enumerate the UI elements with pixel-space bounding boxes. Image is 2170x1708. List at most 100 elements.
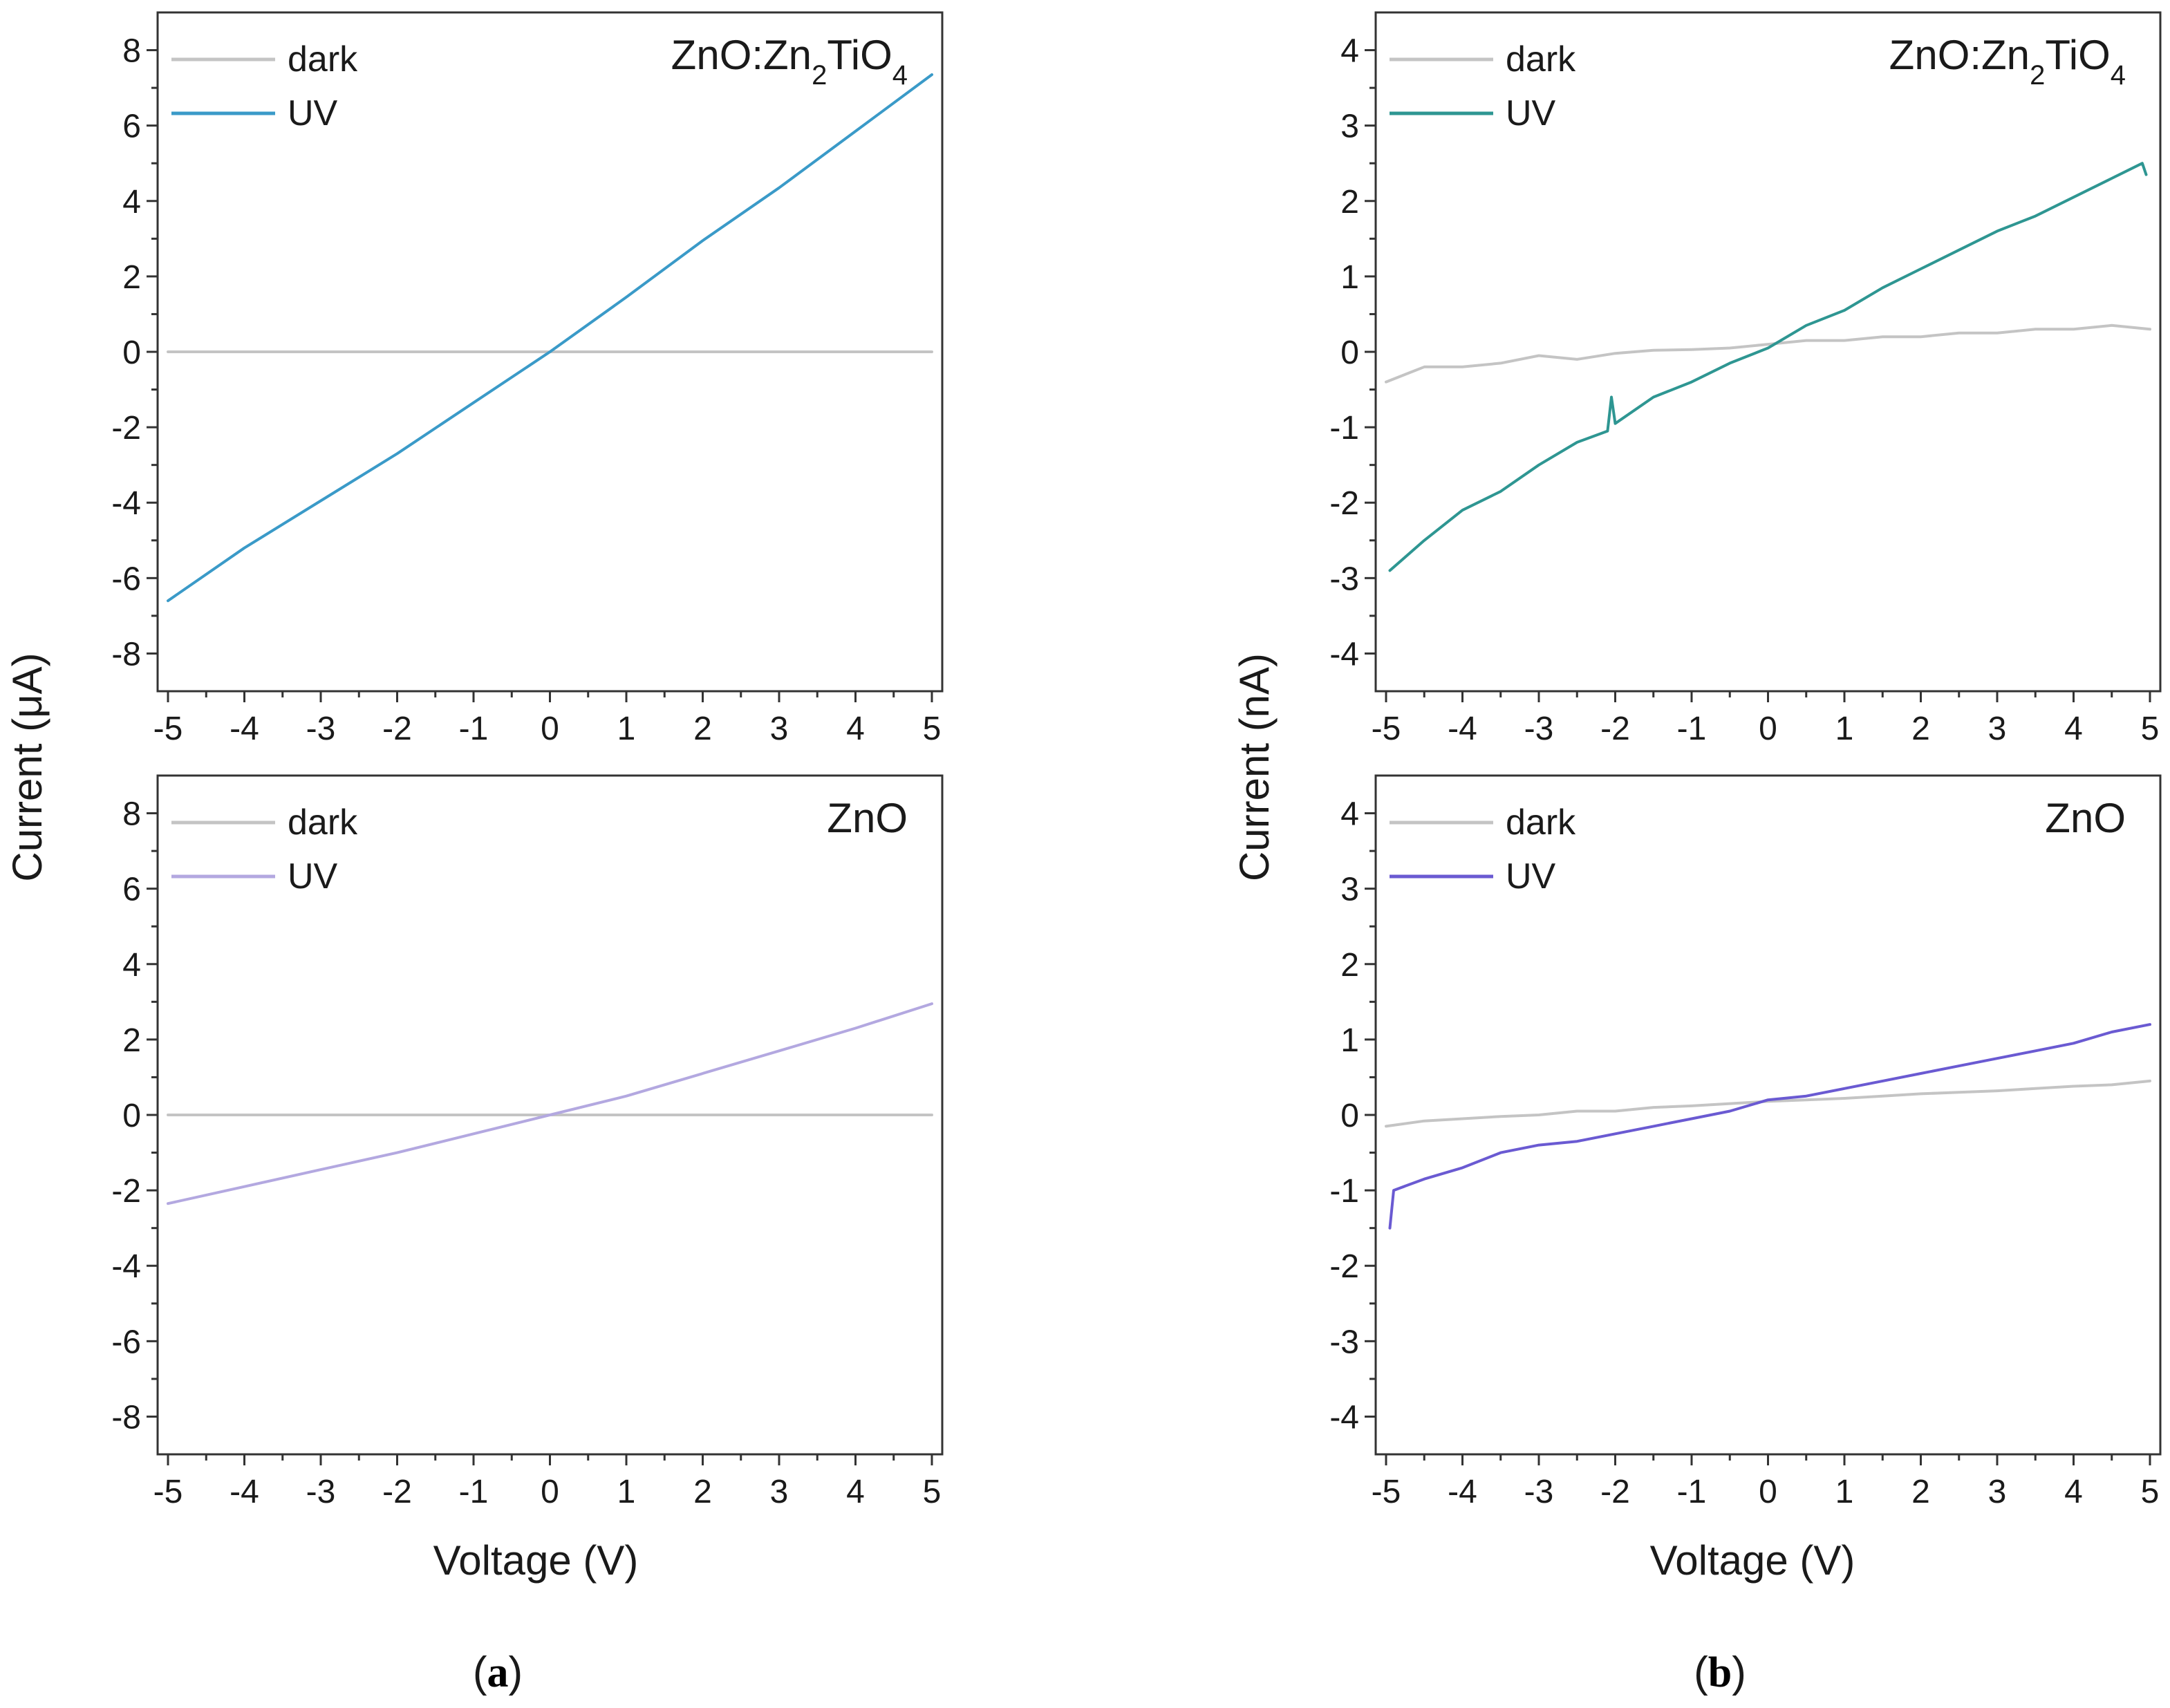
x-tick-label: 0 — [541, 1474, 559, 1510]
x-tick-label: 5 — [923, 1474, 942, 1510]
x-tick-label: -3 — [1524, 711, 1554, 747]
legend-label-dark: dark — [288, 39, 358, 79]
legend-label-uv: UV — [1506, 856, 1556, 897]
plot-frame — [1374, 774, 2162, 1456]
y-tick-label: 2 — [1340, 947, 1359, 984]
x-tick-label: -2 — [1600, 1474, 1630, 1510]
x-tick-label: -4 — [230, 1474, 259, 1510]
y-tick-label: 3 — [1340, 109, 1359, 145]
y-tick-label: 0 — [1340, 335, 1359, 371]
y-tick-label: -6 — [111, 561, 141, 597]
x-tick-label: 4 — [846, 1474, 865, 1510]
y-tick-label: 6 — [122, 872, 141, 908]
legend-label-dark: dark — [1506, 803, 1576, 843]
x-tick-label: 3 — [770, 711, 789, 747]
sample-annotation: ZnO:Zn2TiO4 — [1889, 32, 2126, 91]
y-tick-label: 0 — [122, 1098, 141, 1134]
plot-frame — [1374, 11, 2162, 693]
y-tick-label: 1 — [1340, 1022, 1359, 1059]
x-tick-label: -5 — [1372, 711, 1401, 747]
chart-b-bottom: -5 -4 -3 -2 -1 0 1 2 3 4 5 -4 -3 -2 -1 0 1 2 3 4 dark UV ZnO — [1329, 774, 2162, 1510]
y-axis-label-right: Current (nA) — [1231, 653, 1278, 881]
x-tick-label: -3 — [306, 1474, 336, 1510]
y-axis-label-left: Current (μA) — [4, 653, 50, 881]
y-tick-label: 6 — [122, 109, 141, 145]
x-tick-label: 3 — [1988, 711, 2007, 747]
x-tick-label: 2 — [1911, 1474, 1930, 1510]
legend-label-uv: UV — [288, 856, 338, 897]
y-tick-label: -2 — [1329, 1248, 1359, 1285]
y-tick-label: -6 — [111, 1324, 141, 1360]
y-tick-label: 8 — [122, 796, 141, 833]
y-tick-label: 2 — [122, 259, 141, 296]
sample-annotation: ZnO — [827, 795, 908, 841]
x-tick-label: 2 — [693, 1474, 712, 1510]
y-tick-label: 8 — [122, 33, 141, 70]
x-tick-label: -5 — [153, 711, 183, 747]
series-uv-line — [167, 1002, 933, 1205]
x-tick-label: 4 — [846, 711, 865, 747]
series-dark-line — [1385, 323, 2151, 384]
x-tick-label: 2 — [693, 711, 712, 747]
x-tick-label: 4 — [2064, 1474, 2083, 1510]
x-tick-label: -4 — [1448, 711, 1477, 747]
x-tick-label: 5 — [923, 711, 942, 747]
x-tick-label: -5 — [153, 1474, 183, 1510]
x-tick-label: 5 — [2141, 711, 2160, 747]
y-tick-label: -8 — [111, 1399, 141, 1436]
x-tick-label: -1 — [459, 1474, 489, 1510]
x-tick-label: 5 — [2141, 1474, 2160, 1510]
x-tick-label: 1 — [1835, 711, 1854, 747]
panel-label-a: (a) — [473, 1649, 523, 1696]
x-tick-label: -2 — [1600, 711, 1630, 747]
annotation-subscript: 2 — [812, 60, 827, 91]
annotation-text: TiO — [827, 32, 892, 78]
annotation-text: TiO — [2045, 32, 2110, 78]
legend-label-dark: dark — [288, 803, 358, 843]
annotation-text: ZnO:Zn — [1889, 32, 2030, 78]
x-tick-label: 1 — [617, 711, 636, 747]
y-tick-label: 4 — [122, 184, 141, 220]
y-tick-label: 4 — [1340, 33, 1359, 70]
x-tick-label: 0 — [1759, 1474, 1777, 1510]
y-tick-label: -3 — [1329, 561, 1359, 597]
x-tick-label: -2 — [382, 711, 412, 747]
y-tick-label: -1 — [1329, 1173, 1359, 1210]
y-tick-label: -4 — [1329, 636, 1359, 673]
y-tick-label: 0 — [122, 335, 141, 371]
series-uv-line — [167, 73, 933, 603]
x-axis-label-right: Voltage (V) — [1650, 1537, 1855, 1584]
sample-annotation: ZnO:Zn2TiO4 — [671, 32, 908, 91]
y-tick-label: 1 — [1340, 259, 1359, 296]
x-tick-label: -5 — [1372, 1474, 1401, 1510]
x-tick-label: -1 — [1677, 711, 1707, 747]
x-tick-label: -4 — [1448, 1474, 1477, 1510]
y-tick-label: -8 — [111, 636, 141, 673]
x-tick-label: 4 — [2064, 711, 2083, 747]
x-axis-label-left: Voltage (V) — [433, 1537, 639, 1584]
y-tick-label: 2 — [1340, 184, 1359, 220]
y-tick-label: 2 — [122, 1022, 141, 1059]
annotation-subscript: 4 — [2111, 60, 2126, 91]
legend-label-uv: UV — [1506, 93, 1556, 133]
y-tick-label: 4 — [122, 947, 141, 984]
y-tick-label: -1 — [1329, 410, 1359, 447]
annotation-subscript: 4 — [892, 60, 908, 91]
x-tick-label: 0 — [1759, 711, 1777, 747]
x-tick-label: 2 — [1911, 711, 1930, 747]
x-tick-label: -3 — [306, 711, 336, 747]
y-tick-label: -2 — [111, 410, 141, 447]
chart-a-bottom: -5 -4 -3 -2 -1 0 1 2 3 4 5 -8 -6 -4 -2 0 2 4 6 8 dark UV ZnO — [111, 774, 944, 1510]
x-tick-label: -1 — [459, 711, 489, 747]
chart-b-top: -5 -4 -3 -2 -1 0 1 2 3 4 5 -4 -3 -2 -1 0 1 2 3 4 dark UV ZnO:Z… — [1329, 11, 2162, 747]
x-tick-label: 1 — [1835, 1474, 1854, 1510]
annotation-text: ZnO:Zn — [671, 32, 812, 78]
x-tick-label: 0 — [541, 711, 559, 747]
panel-label-b: (b) — [1694, 1649, 1746, 1696]
y-tick-label: 0 — [1340, 1098, 1359, 1134]
y-tick-label: -2 — [1329, 485, 1359, 522]
x-tick-label: -3 — [1524, 1474, 1554, 1510]
series-dark-line — [1385, 1079, 2151, 1128]
x-tick-label: -1 — [1677, 1474, 1707, 1510]
